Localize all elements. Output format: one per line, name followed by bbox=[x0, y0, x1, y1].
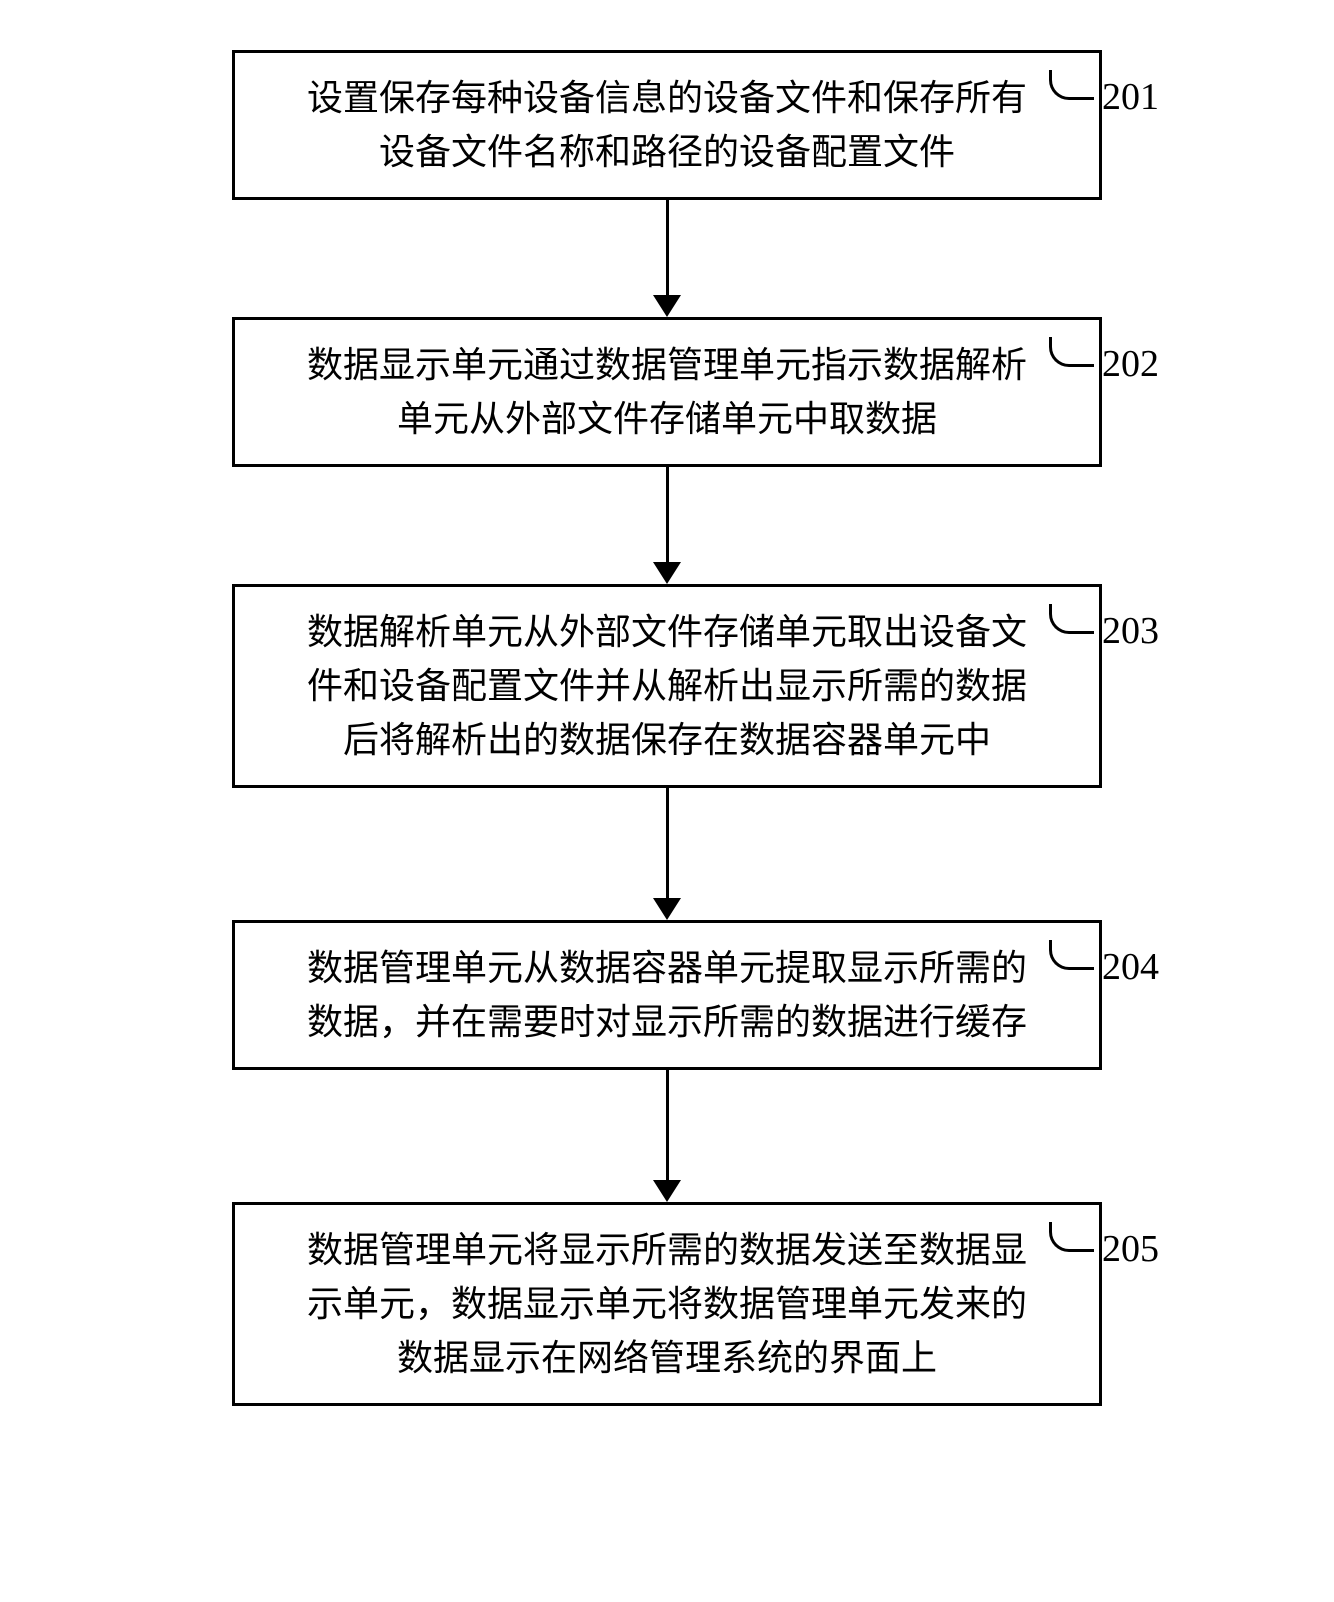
step-id-1: 201 bbox=[1102, 75, 1159, 119]
step-box-4: 数据管理单元从数据容器单元提取显示所需的 数据，并在需要时对显示所需的数据进行缓… bbox=[232, 920, 1102, 1070]
step-label-1: 201 bbox=[1049, 75, 1159, 119]
step-box-1: 设置保存每种设备信息的设备文件和保存所有 设备文件名称和路径的设备配置文件 bbox=[232, 50, 1102, 200]
step-label-4: 204 bbox=[1049, 945, 1159, 989]
arrow-3 bbox=[653, 788, 681, 920]
arrow-1 bbox=[653, 200, 681, 317]
label-connector-3 bbox=[1049, 604, 1094, 634]
label-connector-5 bbox=[1049, 1222, 1094, 1252]
step-container-1: 设置保存每种设备信息的设备文件和保存所有 设备文件名称和路径的设备配置文件 20… bbox=[30, 50, 1304, 200]
step-id-2: 202 bbox=[1102, 342, 1159, 386]
step-box-5: 数据管理单元将显示所需的数据发送至数据显 示单元，数据显示单元将数据管理单元发来… bbox=[232, 1202, 1102, 1406]
step-id-4: 204 bbox=[1102, 945, 1159, 989]
arrow-head-4 bbox=[653, 1180, 681, 1202]
arrow-head-3 bbox=[653, 898, 681, 920]
step-text-5: 数据管理单元将显示所需的数据发送至数据显 示单元，数据显示单元将数据管理单元发来… bbox=[307, 1223, 1027, 1385]
step-container-5: 数据管理单元将显示所需的数据发送至数据显 示单元，数据显示单元将数据管理单元发来… bbox=[30, 1202, 1304, 1406]
step-container-2: 数据显示单元通过数据管理单元指示数据解析 单元从外部文件存储单元中取数据 202 bbox=[30, 317, 1304, 467]
step-label-2: 202 bbox=[1049, 342, 1159, 386]
arrow-line-1 bbox=[666, 200, 669, 295]
label-connector-2 bbox=[1049, 337, 1094, 367]
step-label-5: 205 bbox=[1049, 1227, 1159, 1271]
arrow-2 bbox=[653, 467, 681, 584]
step-text-3: 数据解析单元从外部文件存储单元取出设备文 件和设备配置文件并从解析出显示所需的数… bbox=[307, 605, 1027, 767]
arrow-line-4 bbox=[666, 1070, 669, 1180]
flowchart-container: 设置保存每种设备信息的设备文件和保存所有 设备文件名称和路径的设备配置文件 20… bbox=[30, 50, 1304, 1406]
step-container-3: 数据解析单元从外部文件存储单元取出设备文 件和设备配置文件并从解析出显示所需的数… bbox=[30, 584, 1304, 788]
arrow-head-1 bbox=[653, 295, 681, 317]
step-id-3: 203 bbox=[1102, 609, 1159, 653]
arrow-head-2 bbox=[653, 562, 681, 584]
label-connector-4 bbox=[1049, 940, 1094, 970]
step-box-2: 数据显示单元通过数据管理单元指示数据解析 单元从外部文件存储单元中取数据 bbox=[232, 317, 1102, 467]
step-text-2: 数据显示单元通过数据管理单元指示数据解析 单元从外部文件存储单元中取数据 bbox=[307, 338, 1027, 446]
arrow-line-3 bbox=[666, 788, 669, 898]
step-text-4: 数据管理单元从数据容器单元提取显示所需的 数据，并在需要时对显示所需的数据进行缓… bbox=[307, 941, 1027, 1049]
step-container-4: 数据管理单元从数据容器单元提取显示所需的 数据，并在需要时对显示所需的数据进行缓… bbox=[30, 920, 1304, 1070]
arrow-4 bbox=[653, 1070, 681, 1202]
step-id-5: 205 bbox=[1102, 1227, 1159, 1271]
step-box-3: 数据解析单元从外部文件存储单元取出设备文 件和设备配置文件并从解析出显示所需的数… bbox=[232, 584, 1102, 788]
step-label-3: 203 bbox=[1049, 609, 1159, 653]
arrow-line-2 bbox=[666, 467, 669, 562]
step-text-1: 设置保存每种设备信息的设备文件和保存所有 设备文件名称和路径的设备配置文件 bbox=[307, 71, 1027, 179]
label-connector-1 bbox=[1049, 70, 1094, 100]
